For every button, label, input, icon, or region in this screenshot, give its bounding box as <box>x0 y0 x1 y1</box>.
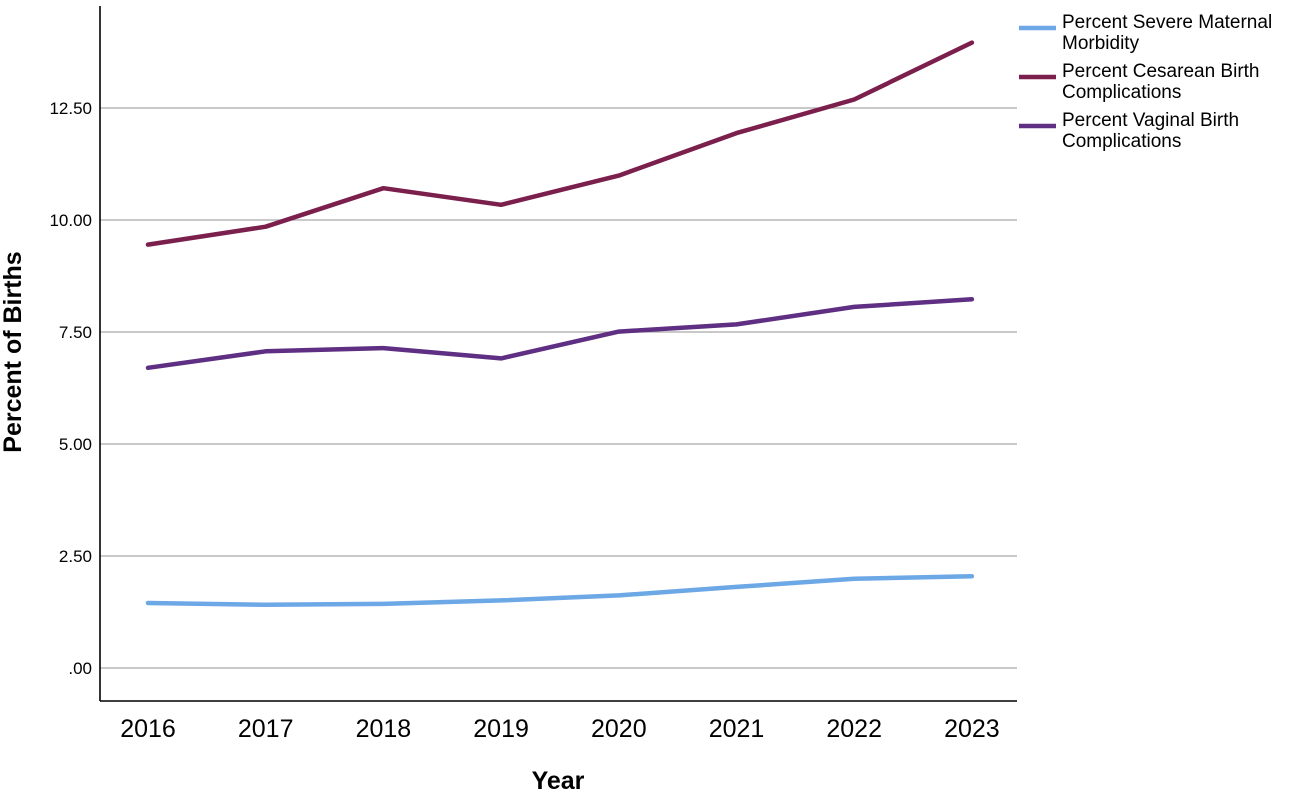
legend-label: Morbidity <box>1062 33 1140 54</box>
series-line-1 <box>145 573 975 608</box>
x-tick-label: 2017 <box>238 715 294 743</box>
x-tick-labels: 2016 2017 2018 2019 2020 2021 2022 2023 <box>120 715 1000 743</box>
legend-label: Percent Cesarean Birth <box>1062 61 1260 82</box>
y-tick-label: 5.00 <box>59 435 92 454</box>
x-tick-label: 2019 <box>473 715 529 743</box>
y-tick-label: 12.50 <box>49 99 92 118</box>
legend-label: Percent Vaginal Birth <box>1062 110 1239 131</box>
x-tick-label: 2016 <box>120 715 176 743</box>
series-lines <box>145 40 975 608</box>
legend-label: Complications <box>1062 131 1181 152</box>
legend-label: Complications <box>1062 82 1181 103</box>
x-tick-label: 2021 <box>709 715 765 743</box>
gridlines <box>100 107 1017 669</box>
x-tick-label: 2020 <box>591 715 647 743</box>
series-line-2 <box>145 40 975 247</box>
series-line-3 <box>145 297 975 371</box>
y-tick-label: 10.00 <box>49 211 92 230</box>
y-tick-labels: .00 2.50 5.00 7.50 10.00 12.50 <box>49 99 92 678</box>
y-tick-label: 2.50 <box>59 547 92 566</box>
y-tick-label: .00 <box>68 659 92 678</box>
legend: Percent Severe MaternalMorbidityPercent … <box>1019 12 1272 152</box>
x-tick-label: 2022 <box>826 715 882 743</box>
x-tick-label: 2023 <box>944 715 1000 743</box>
y-tick-label: 7.50 <box>59 323 92 342</box>
legend-label: Percent Severe Maternal <box>1062 12 1272 33</box>
y-axis-title: Percent of Births <box>0 251 27 452</box>
axes <box>99 6 1017 702</box>
x-tick-label: 2018 <box>356 715 412 743</box>
x-axis-title: Year <box>532 767 585 792</box>
